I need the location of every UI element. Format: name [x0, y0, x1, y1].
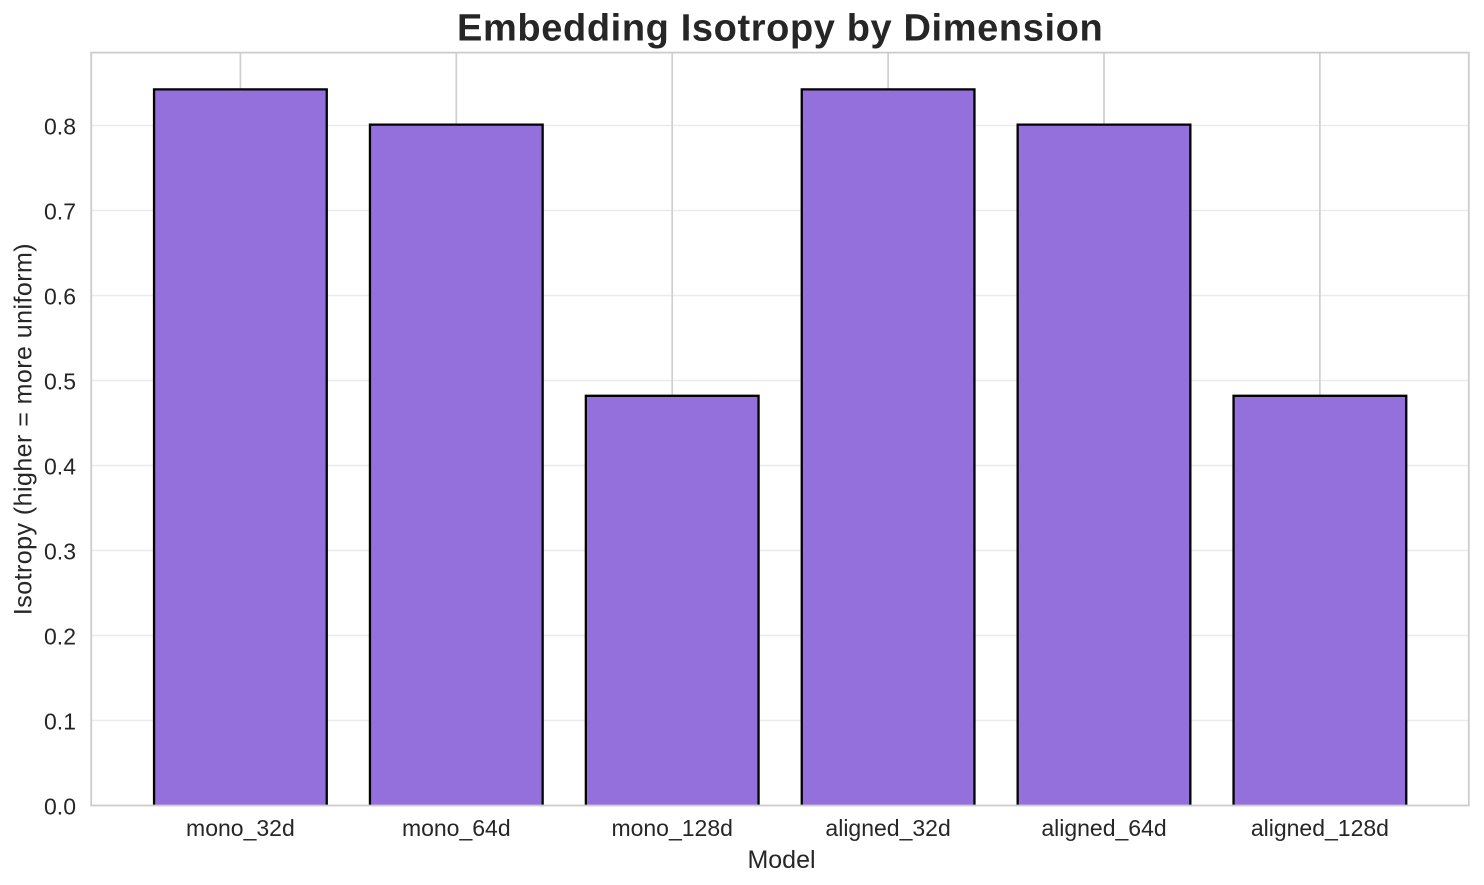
- svg-text:0.6: 0.6: [44, 284, 76, 310]
- svg-text:mono_32d: mono_32d: [186, 815, 295, 841]
- svg-text:0.1: 0.1: [44, 709, 76, 735]
- svg-text:mono_64d: mono_64d: [402, 815, 511, 841]
- svg-text:0.5: 0.5: [44, 369, 76, 395]
- svg-text:0.4: 0.4: [44, 454, 76, 480]
- svg-text:mono_128d: mono_128d: [611, 815, 733, 841]
- svg-text:aligned_128d: aligned_128d: [1251, 815, 1389, 841]
- svg-text:Isotropy (higher = more unifor: Isotropy (higher = more uniform): [10, 243, 38, 615]
- svg-text:Model: Model: [747, 846, 815, 874]
- svg-text:aligned_32d: aligned_32d: [825, 815, 950, 841]
- svg-text:0.8: 0.8: [44, 114, 76, 140]
- svg-text:0.3: 0.3: [44, 539, 76, 565]
- svg-text:0.0: 0.0: [44, 794, 76, 820]
- svg-text:Embedding Isotropy by Dimensio: Embedding Isotropy by Dimension: [457, 7, 1103, 49]
- svg-text:0.7: 0.7: [44, 199, 76, 225]
- svg-text:0.2: 0.2: [44, 624, 76, 650]
- svg-text:aligned_64d: aligned_64d: [1041, 815, 1166, 841]
